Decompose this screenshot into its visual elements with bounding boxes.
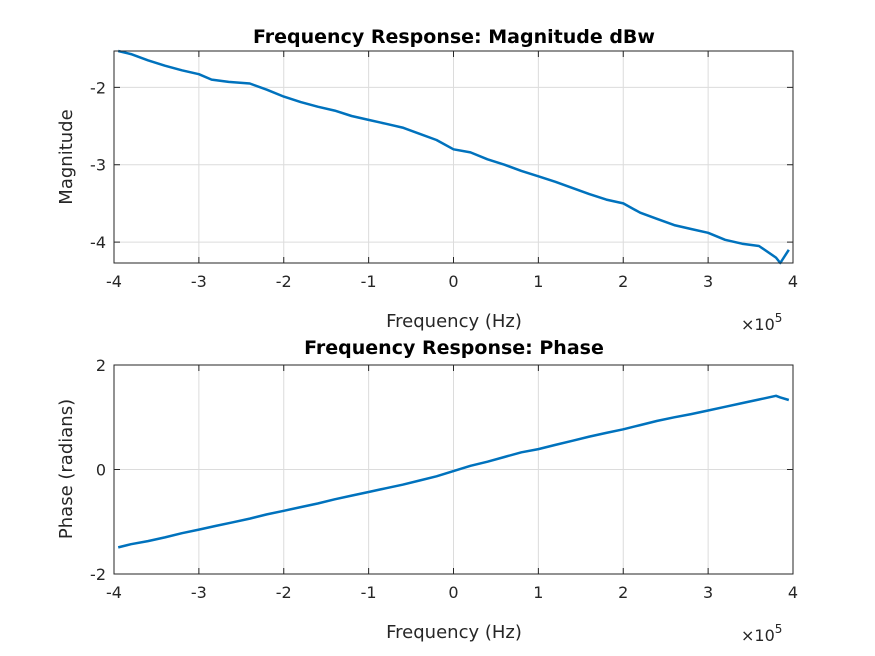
phase-grid — [113, 364, 794, 575]
magnitude-xtick-label: 3 — [703, 272, 713, 291]
magnitude-xtick-label: -3 — [191, 272, 207, 291]
phase-ticks: -4 -3 -2 -1 0 1 2 3 4 -2 0 2 — [90, 356, 798, 602]
magnitude-ytick-label: -2 — [90, 78, 106, 97]
phase-axes: Frequency Response: Phase -4 -3 -2 -1 0 1 2 3 4-… — [56, 337, 798, 645]
phase-x-exponent: ×105 — [741, 622, 782, 645]
phase-ytick-label: 2 — [96, 356, 106, 375]
phase-axis-box — [113, 364, 794, 575]
magnitude-title: Frequency Response: Magnitude dBw — [253, 26, 655, 48]
magnitude-xtick-label: 1 — [533, 272, 543, 291]
magnitude-series-line — [117, 49, 790, 265]
phase-series — [117, 394, 790, 549]
magnitude-series — [117, 49, 790, 265]
magnitude-xtick-label: 0 — [448, 272, 458, 291]
magnitude-ytick-label: -3 — [90, 156, 106, 175]
phase-xtick-label: 1 — [533, 583, 543, 602]
magnitude-ytick-label: -4 — [90, 233, 106, 252]
phase-xtick-label: 2 — [618, 583, 628, 602]
phase-xtick-label: -1 — [361, 583, 377, 602]
magnitude-grid — [113, 51, 794, 263]
magnitude-xlabel: Frequency (Hz) — [386, 311, 522, 332]
phase-xtick-label: -4 — [106, 583, 122, 602]
phase-ylabel: Phase (radians) — [56, 399, 77, 539]
phase-xtick-label: -2 — [276, 583, 292, 602]
phase-x-exponent-power: 5 — [775, 622, 783, 636]
phase-series-line — [117, 394, 790, 549]
phase-xtick-label: 0 — [448, 583, 458, 602]
phase-ytick-label: -2 — [90, 565, 106, 584]
phase-ytick-label: 0 — [96, 461, 106, 480]
magnitude-xtick-label: 2 — [618, 272, 628, 291]
phase-title: Frequency Response: Phase — [304, 337, 604, 359]
magnitude-xtick-label: 4 — [788, 272, 798, 291]
magnitude-axis-box — [113, 50, 794, 264]
phase-xtick-label: -3 — [191, 583, 207, 602]
phase-xtick-label: 3 — [703, 583, 713, 602]
phase-xtick-label: 4 — [788, 583, 798, 602]
magnitude-ticks: -4 -3 -2 -1 0 1 2 3 4 -4 -3 -2 — [90, 51, 798, 291]
magnitude-axes: Frequency Response: Magnitude dBw -4 -3 -2… — [56, 26, 798, 334]
phase-xlabel: Frequency (Hz) — [386, 622, 522, 643]
magnitude-xtick-label: -4 — [106, 272, 122, 291]
magnitude-x-exponent: ×105 — [741, 311, 782, 334]
magnitude-x-exponent-base: ×10 — [741, 315, 775, 334]
phase-x-exponent-base: ×10 — [741, 626, 775, 645]
magnitude-x-exponent-power: 5 — [775, 311, 783, 325]
magnitude-ylabel: Magnitude — [56, 109, 77, 204]
magnitude-xtick-label: -1 — [361, 272, 377, 291]
magnitude-xtick-label: -2 — [276, 272, 292, 291]
